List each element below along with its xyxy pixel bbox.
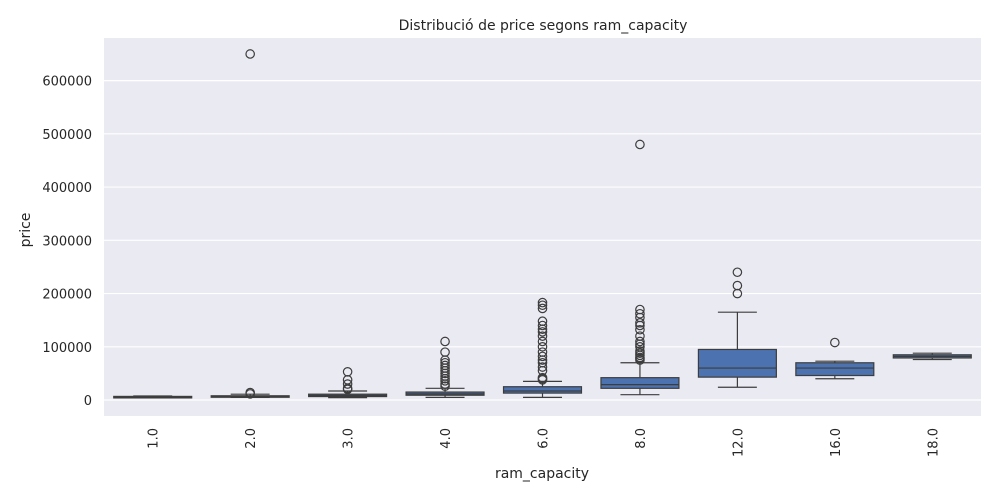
boxes — [113, 49, 972, 399]
outlier-point — [537, 297, 548, 308]
outlier-point — [537, 336, 548, 347]
outlier-point — [635, 308, 645, 319]
outlier-point — [537, 341, 548, 352]
box-1.0 — [113, 395, 193, 399]
box-6.0 — [502, 297, 583, 398]
outlier-point — [635, 339, 645, 349]
outlier-point — [245, 389, 255, 399]
x-tick-labels: 1.0 2.0 3.0 4.0 6.0 8.0 12.0 16.0 18.0 — [147, 428, 942, 457]
chart-title: Distribució de price segons ram_capacity — [399, 18, 688, 34]
outlier-point — [537, 327, 548, 337]
y-gridlines — [104, 79, 981, 401]
x-tick-label: 1.0 — [147, 428, 162, 449]
box-4.0 — [405, 336, 485, 398]
outlier-point — [537, 355, 548, 365]
x-tick-label: 18.0 — [926, 428, 941, 457]
iqr-box — [600, 377, 680, 389]
outlier-point — [537, 331, 548, 341]
outlier-point — [537, 362, 548, 372]
outlier-point — [635, 320, 645, 331]
outlier-point — [537, 351, 548, 362]
x-tick-label: 4.0 — [439, 428, 454, 449]
x-tick-label: 3.0 — [342, 428, 357, 449]
outlier-point — [537, 303, 548, 314]
y-tick-label: 100000 — [42, 341, 92, 356]
x-axis-label: ram_capacity — [495, 466, 589, 482]
outlier-point — [537, 300, 548, 311]
outlier-point — [635, 324, 645, 335]
plot-area — [104, 38, 981, 416]
box-3.0 — [308, 367, 388, 399]
outlier-point — [635, 336, 645, 347]
x-tick-label: 6.0 — [537, 428, 552, 449]
y-tick-label: 300000 — [42, 234, 92, 249]
y-tick-label: 400000 — [42, 181, 92, 196]
outlier-point — [440, 381, 450, 391]
box-8.0 — [600, 139, 680, 396]
y-tick-label: 500000 — [42, 128, 92, 143]
outlier-point — [635, 318, 645, 328]
outlier-point — [537, 320, 548, 331]
outlier-point — [732, 288, 743, 299]
outlier-point — [635, 355, 645, 365]
iqr-box — [502, 386, 583, 394]
y-axis-label: price — [18, 213, 34, 248]
y-tick-label: 0 — [84, 394, 92, 409]
x-tick-label: 8.0 — [634, 428, 649, 449]
outlier-point — [830, 337, 840, 348]
x-tick-label: 16.0 — [829, 428, 844, 457]
outlier-point — [342, 384, 353, 395]
box-12.0 — [697, 267, 777, 388]
iqr-box — [795, 362, 875, 377]
outlier-point — [537, 324, 548, 335]
box-2.0 — [210, 49, 290, 399]
box-16.0 — [795, 337, 875, 380]
y-tick-labels: 0 100000 200000 300000 400000 500000 600000 — [42, 75, 92, 409]
outlier-point — [440, 368, 450, 379]
box-18.0 — [892, 352, 972, 361]
outlier-point — [245, 49, 255, 59]
outlier-point — [440, 336, 450, 347]
outlier-point — [732, 267, 743, 278]
outlier-point — [537, 374, 548, 385]
x-tick-label: 12.0 — [731, 428, 746, 457]
outlier-point — [635, 139, 645, 150]
y-tick-label: 600000 — [42, 75, 92, 90]
outlier-point — [342, 379, 353, 389]
x-tick-label: 2.0 — [244, 428, 259, 449]
y-tick-label: 200000 — [42, 288, 92, 303]
outlier-point — [440, 376, 450, 386]
iqr-box — [697, 348, 777, 378]
